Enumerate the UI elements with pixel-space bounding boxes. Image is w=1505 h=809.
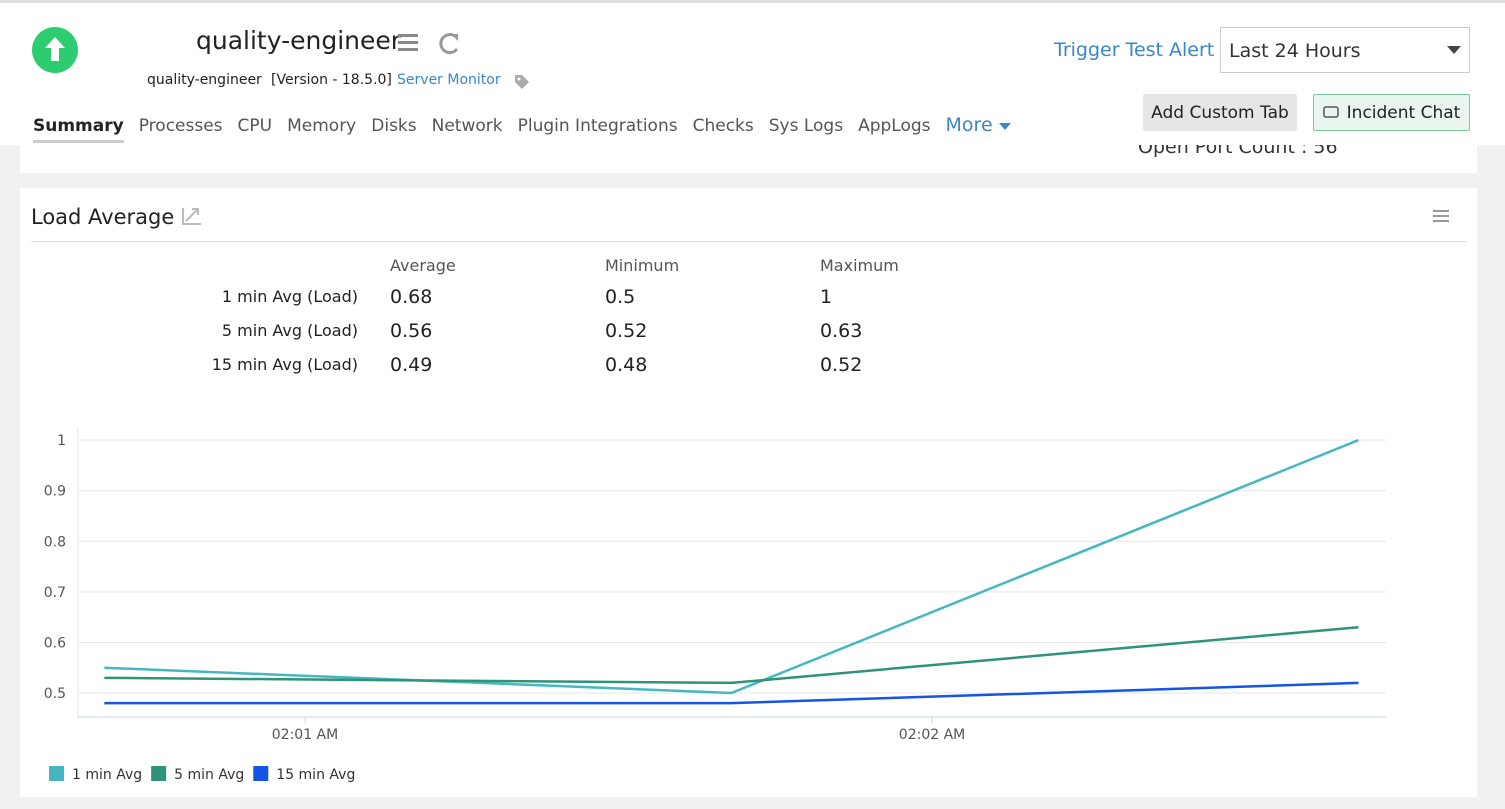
chart-icon[interactable]: [181, 206, 203, 226]
incident-chat-button[interactable]: Incident Chat: [1313, 94, 1470, 131]
period-select[interactable]: Last 24 Hours: [1220, 27, 1470, 73]
cell: 0.5: [605, 286, 636, 308]
tab[interactable]: Memory: [287, 116, 357, 136]
series-line: [104, 681, 1359, 705]
host-name: quality-engineer: [147, 72, 262, 88]
trigger-alert[interactable]: Trigger Test Alert: [1054, 39, 1215, 61]
legend-label: 1 min Avg: [72, 767, 142, 783]
row-label: 1 min Avg (Load): [221, 287, 358, 306]
x-tick-label: 02:01 AM: [272, 727, 338, 743]
y-tick-label: 1: [57, 433, 66, 449]
tag-icon[interactable]: [513, 73, 531, 91]
cell: 0.52: [605, 320, 648, 342]
cell: 0.48: [605, 354, 648, 376]
y-tick-label: 0.5: [44, 686, 66, 702]
add-custom-tab-button[interactable]: Add Custom Tab: [1143, 94, 1297, 131]
legend-swatch: [253, 766, 269, 781]
legend-label: 15 min Avg: [276, 767, 355, 783]
tab-bar: Summary Processes CPU Memory Disks Netwo…: [33, 114, 1011, 143]
more-label: More: [945, 114, 993, 136]
cell: 0.68: [390, 286, 433, 308]
tab[interactable]: AppLogs: [858, 116, 931, 136]
y-tick-label: 0.7: [44, 585, 66, 601]
legend-swatch: [49, 766, 64, 781]
legend-swatch: [151, 766, 167, 781]
monitor-type-link[interactable]: Server Monitor: [397, 72, 501, 88]
title-icons: [398, 33, 459, 54]
y-tick-label: 0.9: [44, 484, 66, 500]
summary-card: Open Port Count : 56: [20, 136, 1477, 173]
widget-menu[interactable]: [1432, 208, 1450, 224]
tab[interactable]: Network: [431, 116, 503, 136]
tab[interactable]: Plugin Integrations: [517, 116, 678, 136]
period-value: Last 24 Hours: [1229, 40, 1361, 62]
row-label: 15 min Avg (Load): [211, 355, 358, 374]
cell: 1: [820, 286, 833, 308]
legend-label: 5 min Avg: [174, 767, 244, 783]
cell: 0.63: [820, 320, 863, 342]
series-line: [104, 438, 1359, 695]
cell: 0.49: [390, 354, 433, 376]
more-arrow: [998, 123, 1011, 130]
load-average-widget: Load Average Average Minimum Maximum 1 m…: [20, 188, 1477, 797]
cell: 0.56: [390, 320, 433, 342]
button-label: Incident Chat: [1346, 102, 1461, 123]
tab[interactable]: CPU: [237, 116, 273, 136]
more-tab[interactable]: More: [946, 114, 1011, 140]
header: quality-engineer quality-engineer [Versi…: [0, 0, 1505, 145]
tab[interactable]: Processes: [138, 116, 223, 136]
column-header: Average: [390, 256, 456, 275]
cell: 0.52: [820, 354, 863, 376]
column-header: Maximum: [820, 256, 899, 275]
tab[interactable]: Summary: [33, 116, 124, 143]
row-label: 5 min Avg (Load): [221, 321, 358, 340]
version: [Version - 18.5.0]: [271, 72, 392, 88]
divider: [31, 241, 1467, 242]
series-line: [104, 626, 1359, 685]
y-tick-label: 0.8: [44, 534, 66, 550]
monitor-title: quality-engineer: [196, 26, 402, 55]
dropdown-arrow: [1447, 46, 1461, 54]
widget-title: Load Average: [31, 205, 175, 229]
column-header: Minimum: [605, 256, 680, 275]
button-label: Add Custom Tab: [1151, 102, 1289, 123]
chat-icon: [1322, 105, 1339, 118]
status-icon: [32, 27, 78, 73]
tab[interactable]: Checks: [692, 116, 754, 136]
y-tick-label: 0.6: [44, 635, 66, 651]
x-tick-label: 02:02 AM: [899, 727, 965, 743]
tab[interactable]: Sys Logs: [768, 116, 844, 136]
tab[interactable]: Disks: [371, 116, 417, 136]
